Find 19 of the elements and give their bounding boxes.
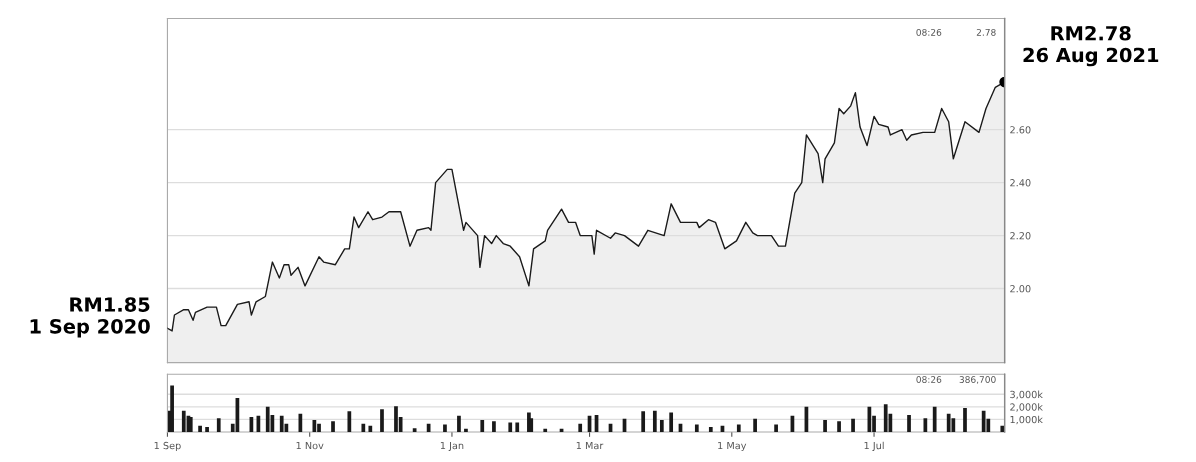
y-tick-label: 2.20 (1010, 232, 1031, 240)
y-tick-label: 2.00 (1010, 285, 1031, 293)
annotation: 2.78 (976, 28, 996, 36)
y-tick-label: 1,000k (1010, 415, 1043, 425)
annotation: 08:26 (916, 28, 942, 36)
x-tick-label: 1 Nov (296, 441, 324, 450)
annotation: 386,700 (959, 376, 996, 384)
y-tick-label: 3,000k (1010, 390, 1043, 400)
annotation: 08:26 (916, 376, 942, 383)
y-tick-label: 2.40 (1010, 179, 1031, 187)
annotation: RM2.78 26 Aug 2021 (1023, 25, 1159, 67)
x-tick-label: 1 Mar (576, 441, 604, 450)
y-tick-label: 2.60 (1010, 126, 1031, 134)
annotation: RM1.85 1 Sep 2020 (30, 297, 150, 338)
x-tick-label: 1 Jan (440, 441, 464, 452)
x-tick-label: 1 Jul (864, 441, 884, 452)
x-tick-label: 1 May (718, 441, 747, 452)
y-tick-label: 2,000k (1010, 403, 1043, 412)
x-tick-label: 1 Sep (154, 441, 181, 452)
